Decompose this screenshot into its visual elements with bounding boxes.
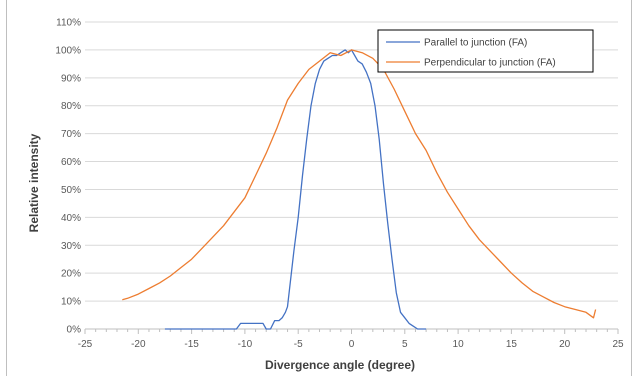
legend-label-perpendicular: Perpendicular to junction (FA) xyxy=(424,58,556,69)
x-tick-label: -25 xyxy=(78,339,93,350)
legend: Parallel to junction (FA) Perpendicular … xyxy=(377,29,594,73)
series-layer xyxy=(122,49,597,330)
x-tick-label: -15 xyxy=(184,339,199,350)
y-tick-label: 90% xyxy=(61,73,81,84)
y-tick-label: 10% xyxy=(61,297,81,308)
x-tick-label: 0 xyxy=(349,339,355,350)
x-axis-title: Divergence angle (degree) xyxy=(265,358,415,372)
axes xyxy=(84,328,619,334)
tick-labels: 0% 10% 20% 30% 40% 50% 60% 70% 80% 90% 100% 110% -25… xyxy=(55,18,624,351)
y-tick-label: 60% xyxy=(61,157,81,168)
legend-box xyxy=(377,29,594,73)
y-tick-label: 80% xyxy=(61,101,81,112)
series-line-perpendicular xyxy=(122,49,597,319)
x-tick-label: 10 xyxy=(453,339,465,350)
x-tick-label: -10 xyxy=(238,339,253,350)
y-tick-label: 100% xyxy=(55,45,81,56)
x-tick-label: -5 xyxy=(294,339,303,350)
frame-left-border xyxy=(6,0,7,376)
y-tick-label: 110% xyxy=(56,18,81,29)
y-tick-label: 50% xyxy=(61,185,81,196)
y-tick-label: 0% xyxy=(67,325,82,336)
frame-right-border xyxy=(631,0,632,376)
y-tick-label: 40% xyxy=(61,213,81,224)
x-tick-label: 20 xyxy=(559,339,571,350)
x-tick-label: 15 xyxy=(506,339,518,350)
y-tick-label: 20% xyxy=(61,269,81,280)
legend-label-parallel: Parallel to junction (FA) xyxy=(424,38,527,49)
series-line-parallel xyxy=(164,49,427,330)
y-tick-label: 70% xyxy=(61,129,81,140)
x-tick-label: -20 xyxy=(131,339,146,350)
x-tick-label: 25 xyxy=(612,339,624,350)
x-tick-label: 5 xyxy=(402,339,408,350)
y-axis-title: Relative intensity xyxy=(27,133,41,232)
y-tick-label: 30% xyxy=(61,241,81,252)
